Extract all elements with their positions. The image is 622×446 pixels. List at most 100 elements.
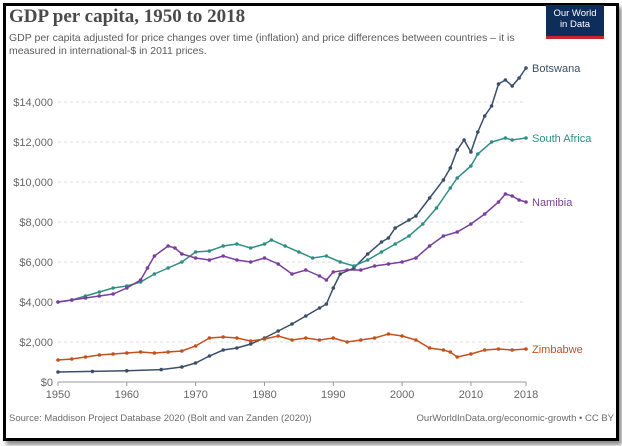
data-point-south-africa bbox=[324, 254, 329, 258]
data-point-zimbabwe bbox=[83, 355, 88, 359]
data-point-zimbabwe bbox=[482, 348, 487, 352]
data-point-botswana bbox=[441, 178, 446, 182]
data-point-botswana bbox=[503, 78, 508, 82]
chart-title: GDP per capita, 1950 to 2018 bbox=[9, 6, 246, 27]
data-point-zimbabwe bbox=[193, 344, 198, 348]
data-point-namibia bbox=[138, 278, 143, 282]
data-point-south-africa bbox=[262, 242, 267, 246]
data-point-namibia bbox=[331, 270, 336, 274]
data-point-zimbabwe bbox=[111, 352, 115, 356]
data-point-namibia bbox=[372, 264, 377, 268]
data-point-south-africa bbox=[524, 136, 528, 140]
data-point-zimbabwe bbox=[496, 347, 501, 351]
data-point-botswana bbox=[365, 252, 370, 256]
credit-link[interactable]: OurWorldInData.org/economic-growth • CC … bbox=[416, 413, 614, 424]
y-tick-label: $14,000 bbox=[13, 97, 53, 109]
data-point-south-africa bbox=[166, 266, 170, 270]
data-point-zimbabwe bbox=[455, 355, 460, 359]
data-point-zimbabwe bbox=[207, 336, 212, 340]
data-point-botswana bbox=[338, 272, 343, 276]
data-point-south-africa bbox=[393, 242, 398, 246]
data-point-zimbabwe bbox=[235, 336, 239, 340]
data-point-namibia bbox=[496, 200, 501, 204]
data-point-zimbabwe bbox=[448, 350, 453, 354]
data-point-botswana bbox=[489, 104, 494, 108]
data-point-south-africa bbox=[448, 186, 453, 190]
data-point-namibia bbox=[400, 260, 404, 264]
data-point-zimbabwe bbox=[441, 348, 446, 352]
y-tick-label: $12,000 bbox=[13, 137, 53, 149]
data-point-botswana bbox=[193, 361, 198, 365]
x-tick-label: 1990 bbox=[321, 389, 345, 401]
x-tick-label: 2010 bbox=[459, 389, 483, 401]
data-point-south-africa bbox=[352, 264, 356, 268]
data-point-botswana bbox=[455, 148, 460, 152]
data-point-zimbabwe bbox=[221, 335, 225, 339]
data-point-namibia bbox=[262, 256, 267, 260]
data-point-zimbabwe bbox=[262, 337, 267, 341]
y-tick-label: $2,000 bbox=[19, 337, 53, 349]
data-point-zimbabwe bbox=[524, 347, 528, 351]
data-point-botswana bbox=[407, 218, 411, 222]
data-point-zimbabwe bbox=[248, 339, 253, 343]
data-point-south-africa bbox=[111, 286, 115, 290]
data-point-zimbabwe bbox=[414, 338, 418, 342]
data-point-botswana bbox=[276, 329, 281, 333]
data-point-botswana bbox=[427, 196, 432, 200]
data-point-namibia bbox=[235, 258, 239, 262]
logo-line-2: in Data bbox=[559, 19, 591, 30]
data-point-namibia bbox=[166, 244, 170, 248]
data-point-zimbabwe bbox=[469, 352, 473, 356]
data-point-namibia bbox=[70, 298, 74, 302]
data-point-namibia bbox=[427, 244, 432, 248]
data-point-namibia bbox=[207, 258, 212, 262]
data-point-botswana bbox=[180, 365, 184, 369]
data-point-botswana bbox=[510, 84, 514, 88]
data-point-botswana bbox=[393, 226, 398, 230]
x-tick-label: 2018 bbox=[514, 389, 538, 401]
series-line-south-africa bbox=[57, 137, 527, 303]
x-tick-label: 2000 bbox=[390, 389, 414, 401]
data-point-zimbabwe bbox=[138, 350, 143, 354]
data-point-zimbabwe bbox=[317, 338, 322, 342]
data-point-botswana bbox=[386, 236, 391, 240]
series-label-botswana: Botswana bbox=[532, 63, 581, 75]
data-point-south-africa bbox=[193, 250, 198, 254]
data-point-south-africa bbox=[455, 176, 460, 180]
x-tick-label: 1980 bbox=[252, 389, 276, 401]
data-point-botswana bbox=[482, 114, 487, 118]
data-point-south-africa bbox=[248, 246, 253, 250]
data-point-namibia bbox=[145, 266, 150, 270]
data-point-zimbabwe bbox=[276, 334, 281, 338]
data-point-botswana bbox=[221, 348, 225, 352]
y-tick-label: $8,000 bbox=[19, 217, 53, 229]
data-point-zimbabwe bbox=[372, 336, 377, 340]
data-point-botswana bbox=[496, 82, 501, 86]
data-point-namibia bbox=[317, 274, 322, 278]
data-point-botswana bbox=[235, 346, 239, 350]
data-point-namibia bbox=[56, 300, 60, 304]
owid-logo[interactable]: Our World in Data bbox=[546, 5, 604, 39]
data-point-south-africa bbox=[221, 244, 225, 248]
data-point-zimbabwe bbox=[166, 350, 170, 354]
data-point-zimbabwe bbox=[510, 348, 514, 352]
data-point-south-africa bbox=[365, 258, 370, 262]
data-point-south-africa bbox=[283, 244, 287, 248]
data-point-south-africa bbox=[510, 138, 514, 142]
data-point-botswana bbox=[248, 342, 253, 346]
data-point-botswana bbox=[414, 214, 418, 218]
x-tick-label: 1950 bbox=[46, 389, 70, 401]
data-point-zimbabwe bbox=[359, 338, 363, 342]
y-tick-label: $0 bbox=[41, 377, 53, 389]
data-point-namibia bbox=[97, 294, 102, 298]
data-point-namibia bbox=[510, 194, 514, 198]
data-point-namibia bbox=[503, 192, 508, 196]
series-label-south-africa: South Africa bbox=[532, 133, 592, 145]
data-point-namibia bbox=[469, 222, 473, 226]
data-point-namibia bbox=[125, 286, 129, 290]
data-point-botswana bbox=[476, 130, 480, 134]
data-point-botswana bbox=[324, 302, 329, 306]
x-tick-label: 1960 bbox=[115, 389, 139, 401]
data-point-south-africa bbox=[476, 152, 480, 156]
